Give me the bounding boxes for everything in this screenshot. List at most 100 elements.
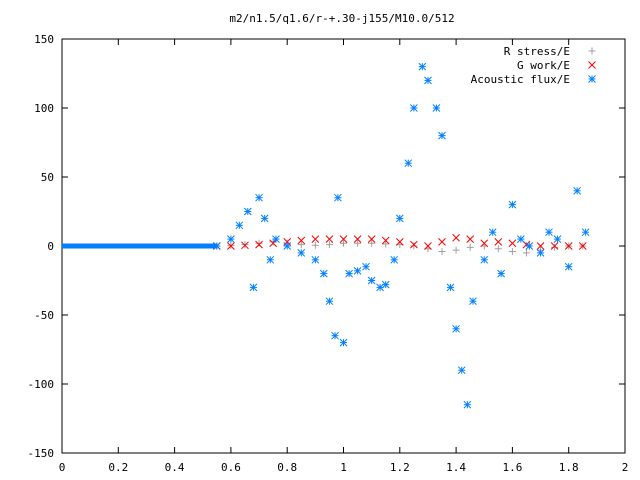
data-point: [272, 235, 280, 243]
data-point: [480, 255, 489, 264]
data-point: [283, 242, 292, 250]
data-point: [446, 283, 455, 292]
y-tick-label: -150: [28, 447, 55, 460]
data-point: [334, 193, 342, 202]
data-point: [367, 235, 376, 243]
chart-title: m2/n1.5/q1.6/r-+.30-j155/M10.0/512: [229, 12, 454, 25]
data-point: [516, 235, 525, 243]
x-tick-label: 0.8: [277, 461, 297, 474]
data-point: [469, 297, 477, 306]
data-point: [340, 239, 347, 247]
data-point: [497, 269, 505, 278]
data-point: [249, 283, 258, 292]
data-point: [494, 245, 502, 253]
data-point: [311, 235, 320, 243]
data-point: [438, 248, 446, 256]
data-point: [410, 242, 418, 250]
data-point: [325, 241, 333, 249]
x-tick-label: 1.8: [559, 461, 579, 474]
legend-label: G work/E: [517, 59, 570, 72]
data-point: [463, 400, 472, 409]
data-point: [432, 104, 441, 112]
data-point: [410, 104, 418, 112]
x-tick-label: 1.4: [446, 461, 466, 474]
data-point: [339, 235, 348, 243]
data-point: [227, 242, 235, 250]
data-point: [438, 238, 446, 246]
legend-label: Acoustic flux/E: [471, 73, 570, 86]
data-point: [438, 131, 446, 140]
data-point: [255, 240, 263, 249]
data-point: [354, 239, 362, 247]
data-point: [325, 235, 334, 243]
data-point: [297, 249, 306, 257]
data-point: [457, 366, 466, 375]
data-point: [581, 228, 590, 237]
y-tick-label: -50: [34, 309, 54, 322]
data-point: [260, 214, 269, 223]
x-tick-label: 1.2: [390, 461, 410, 474]
data-point: [525, 242, 534, 250]
data-point: [345, 269, 353, 278]
data-point: [382, 240, 390, 248]
data-point: [452, 246, 460, 254]
data-point: [255, 193, 263, 202]
x-tick-label: 1: [340, 461, 347, 474]
x-tick-label: 0.6: [221, 461, 241, 474]
data-point: [466, 235, 475, 243]
data-point: [545, 228, 553, 237]
data-point: [297, 236, 306, 245]
data-point: [235, 221, 244, 230]
data-point: [241, 241, 249, 250]
y-tick-label: -100: [28, 378, 55, 391]
data-point: [381, 280, 390, 289]
data-point: [452, 233, 460, 242]
data-point: [381, 236, 390, 245]
data-point: [395, 238, 404, 246]
data-point: [297, 241, 305, 249]
data-point: [418, 62, 427, 71]
data-point: [452, 324, 460, 333]
data-point: [536, 249, 545, 257]
series-layer: [62, 62, 590, 409]
data-point: [480, 239, 489, 248]
data-point: [424, 242, 432, 250]
data-point: [339, 338, 348, 347]
data-point: [353, 266, 362, 275]
data-point: [494, 238, 503, 246]
legend-marker: [588, 61, 596, 69]
x-tick-label: 0.4: [165, 461, 185, 474]
y-tick-label: 100: [34, 102, 54, 115]
data-point: [311, 241, 319, 249]
x-tick-label: 0.2: [108, 461, 128, 474]
data-point: [212, 242, 221, 250]
y-axis: 150 100 50 0 -50 -100 -150: [28, 33, 625, 460]
x-tick-label: 0: [59, 461, 66, 474]
data-point: [578, 242, 587, 250]
y-tick-label: 0: [47, 240, 54, 253]
series-2: [212, 62, 590, 409]
data-point: [508, 248, 516, 256]
data-point: [424, 76, 432, 85]
data-point: [311, 255, 320, 264]
data-point: [522, 249, 530, 257]
y-tick-label: 150: [34, 33, 54, 46]
data-point: [404, 159, 413, 168]
data-point: [536, 242, 545, 250]
data-point: [564, 242, 573, 250]
data-point: [466, 243, 474, 251]
data-point: [243, 207, 252, 216]
x-axis: 0 0.2 0.4 0.6 0.8 1 1.2 1.4 1.6 1.8 2: [59, 39, 628, 474]
data-point: [367, 276, 376, 285]
data-point: [331, 331, 339, 340]
data-point: [508, 200, 517, 209]
x-tick-label: 1.6: [502, 461, 522, 474]
legend-marker: [588, 75, 596, 83]
data-point: [390, 255, 399, 264]
data-point: [368, 239, 376, 247]
data-point: [553, 235, 562, 243]
data-point: [551, 243, 559, 251]
data-point: [395, 214, 404, 223]
